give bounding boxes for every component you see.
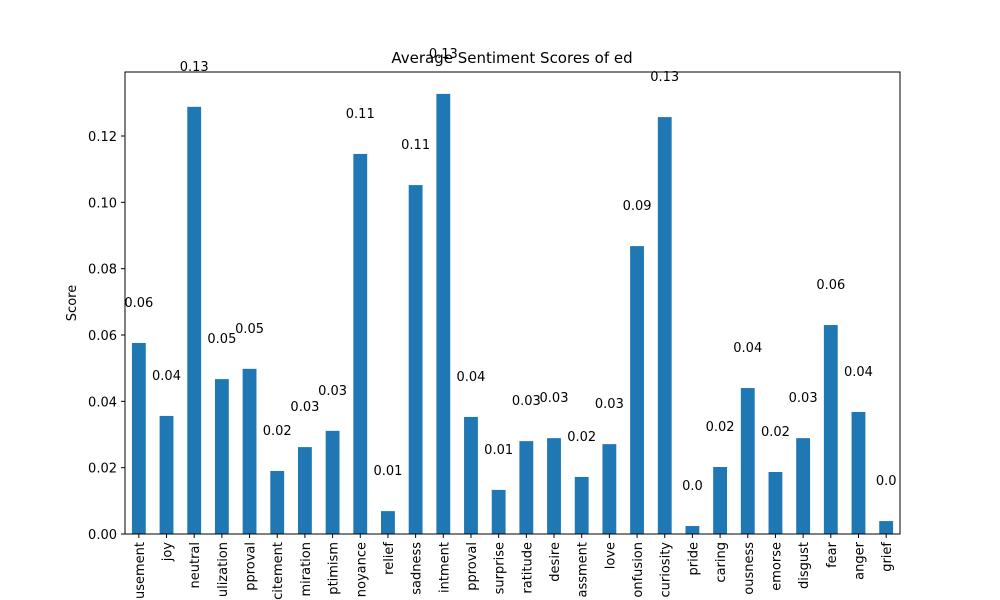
bar	[630, 246, 644, 534]
bar	[685, 526, 700, 534]
bar	[159, 415, 174, 534]
value-label: 0.03	[789, 391, 818, 406]
x-tick-label: relief	[382, 542, 397, 575]
bar	[325, 430, 340, 534]
value-label: 0.05	[235, 322, 264, 337]
x-tick-label: fear	[825, 541, 840, 568]
bar	[740, 388, 755, 534]
x-tick-label: usement	[133, 542, 148, 599]
bar	[574, 476, 589, 534]
x-tick-label: citement	[271, 542, 286, 600]
value-label: 0.09	[623, 199, 652, 214]
x-tick-label: neutral	[188, 542, 203, 589]
value-label: 0.02	[263, 424, 292, 439]
x-tick-label: ulization	[216, 542, 231, 597]
plot-frame	[124, 71, 901, 535]
bar	[823, 325, 838, 534]
bar	[851, 411, 866, 534]
value-label: 0.06	[124, 296, 153, 311]
value-label: 0.03	[290, 400, 319, 415]
x-tick-label: caring	[714, 542, 729, 583]
value-label: 0.04	[152, 369, 181, 384]
value-label: 0.11	[346, 107, 375, 122]
value-label: 0.02	[706, 420, 735, 435]
bar	[768, 471, 783, 534]
x-tick-label: intment	[437, 542, 452, 593]
y-tick-label: 0.06	[88, 329, 117, 344]
value-label: 0.11	[401, 138, 430, 153]
value-label: 0.0	[876, 474, 897, 489]
bar	[187, 106, 202, 534]
x-tick-label: miration	[299, 542, 314, 597]
x-tick-label: curiosity	[659, 542, 674, 598]
value-label: 0.13	[429, 47, 458, 62]
bar	[242, 368, 257, 534]
value-label: 0.06	[816, 278, 845, 293]
value-label: 0.03	[512, 394, 541, 409]
bar	[657, 117, 672, 534]
bar	[602, 444, 617, 534]
bar	[547, 438, 561, 534]
x-tick-label: love	[603, 542, 618, 569]
bar	[713, 467, 728, 534]
x-tick-label: pride	[686, 542, 701, 575]
bar	[464, 416, 478, 534]
x-tick-label: emorse	[769, 542, 784, 591]
x-tick-label: grief	[880, 542, 895, 572]
x-tick-label: anger	[852, 541, 867, 579]
value-label: 0.02	[567, 430, 596, 445]
y-tick-label: 0.08	[88, 263, 117, 278]
bar	[131, 342, 146, 534]
x-tick-label: sadness	[410, 542, 425, 595]
value-label: 0.03	[595, 397, 624, 412]
y-tick-label: 0.00	[88, 528, 117, 543]
x-tick-label: desire	[548, 542, 563, 582]
x-tick-label: ptimism	[327, 542, 342, 595]
bar	[353, 153, 368, 534]
bar	[297, 447, 312, 534]
value-label: 0.13	[650, 70, 679, 85]
x-tick-label: surprise	[493, 542, 508, 594]
bar	[381, 511, 395, 534]
x-tick-label: noyance	[354, 542, 369, 597]
x-tick-label: assment	[576, 542, 591, 598]
bar	[270, 470, 285, 534]
x-tick-label: onfusion	[631, 542, 646, 598]
value-label: 0.04	[457, 370, 486, 385]
x-tick-label: pproval	[465, 542, 480, 591]
x-tick-label: ratitude	[520, 542, 535, 594]
bar	[491, 489, 506, 534]
bar	[796, 438, 811, 534]
value-label: 0.05	[207, 332, 236, 347]
bar	[436, 93, 451, 534]
x-tick-label: disgust	[797, 542, 812, 589]
value-label: 0.03	[540, 391, 569, 406]
x-tick-label: pproval	[244, 542, 259, 591]
chart-title: Average Sentiment Scores of ed	[391, 49, 632, 67]
value-label: 0.04	[733, 341, 762, 356]
value-label: 0.0	[682, 479, 703, 494]
y-tick-label: 0.02	[88, 462, 117, 477]
value-label: 0.03	[318, 384, 347, 399]
value-label: 0.04	[844, 365, 873, 380]
bar	[879, 521, 894, 534]
bar	[519, 441, 534, 534]
x-tick-label: joy	[161, 542, 176, 563]
bar	[214, 379, 229, 534]
value-label: 0.01	[373, 464, 402, 479]
y-axis-label: Score	[65, 285, 80, 321]
y-tick-label: 0.04	[88, 395, 117, 410]
y-tick-label: 0.10	[88, 196, 117, 211]
value-label: 0.13	[180, 60, 209, 75]
value-label: 0.01	[484, 443, 513, 458]
y-tick-label: 0.12	[88, 130, 117, 145]
value-label: 0.02	[761, 425, 790, 440]
bar	[408, 185, 423, 535]
x-tick-label: ousness	[742, 542, 757, 595]
